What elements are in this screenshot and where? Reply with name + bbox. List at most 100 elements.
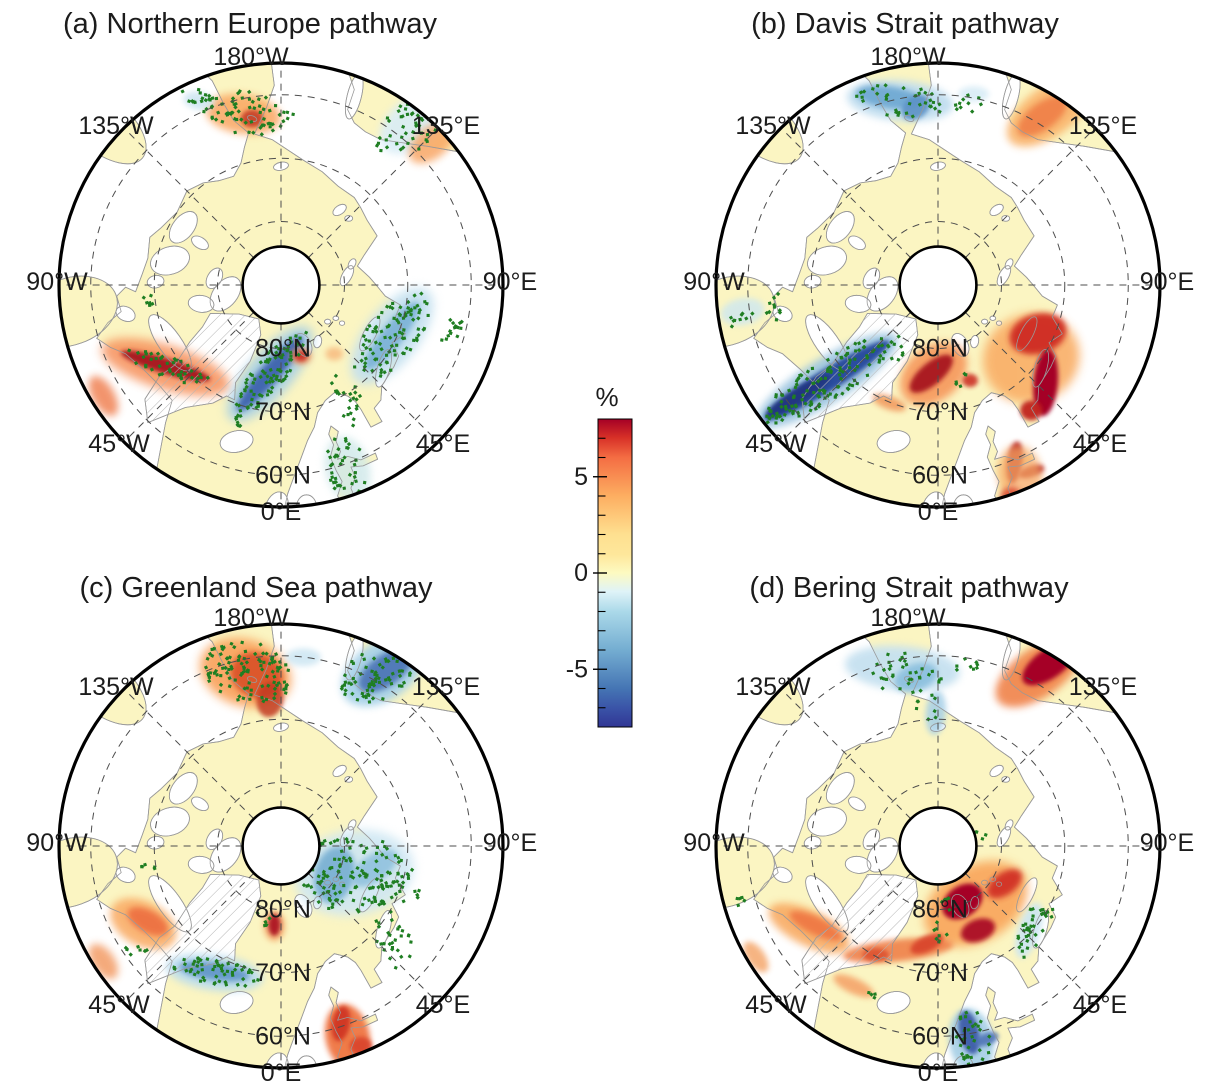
colorbar-tick-label: -5 — [566, 655, 588, 683]
island-wrangel — [273, 722, 289, 732]
meridian-label-45°W: 45°W — [88, 430, 150, 458]
stipple-dot — [845, 386, 850, 391]
meridian-line — [123, 688, 255, 820]
stipple-dot — [261, 699, 266, 704]
stipple-dot — [363, 361, 368, 366]
stipple-dot — [413, 306, 417, 310]
stipple-dot — [396, 320, 401, 325]
stipple-dot — [384, 353, 389, 357]
stipple-dot — [351, 676, 356, 681]
stipple-dot — [1024, 934, 1029, 939]
stipple-dot — [333, 891, 338, 896]
stipple-dot — [396, 927, 400, 931]
stipple-dot — [409, 867, 415, 872]
island-franz-josef-1 — [981, 318, 989, 325]
stipple-dot — [379, 878, 384, 883]
stipple-dot — [765, 420, 770, 425]
pole-hole — [241, 806, 321, 886]
stipple-dot — [365, 688, 370, 693]
stipple-dot — [187, 99, 191, 104]
latitude-label-60°N: 60°N — [255, 1022, 311, 1050]
stipple-dot — [226, 111, 231, 116]
stipple-dot — [270, 128, 276, 133]
stipple-dot — [167, 367, 172, 372]
stipple-dot — [879, 343, 885, 348]
stipple-dot — [220, 963, 225, 968]
stipple-dot — [252, 377, 257, 381]
stipple-dot — [902, 658, 908, 664]
stipple-dot — [834, 392, 839, 398]
stipple-dot — [396, 871, 400, 876]
stipple-dot — [876, 344, 881, 349]
stipple-dot — [909, 677, 914, 682]
stipple-dot — [392, 348, 397, 353]
stipple-dot — [268, 367, 273, 372]
stipple-dot — [321, 885, 327, 890]
stipple-dot — [914, 706, 919, 711]
stipple-dot — [978, 1019, 983, 1024]
stipple-dot — [250, 99, 255, 104]
greenland-hatch — [144, 313, 261, 423]
stipple-dot — [396, 108, 401, 114]
stipple-dot — [370, 688, 375, 693]
stipple-dot — [908, 671, 912, 675]
stipple-dot — [797, 414, 801, 418]
stipple-dot — [387, 335, 393, 340]
stipple-dot — [962, 1028, 967, 1033]
island-iceland — [876, 991, 911, 1014]
stipple-dot — [882, 349, 887, 355]
stipple-dot — [271, 373, 276, 378]
anomaly-blob — [958, 1010, 980, 1055]
stipple-dot — [368, 347, 373, 352]
stipple-dot — [865, 355, 870, 360]
pole-hole — [241, 245, 321, 325]
stipple-dot — [214, 974, 219, 979]
stipple-dot — [885, 343, 891, 348]
stipple-dot — [397, 669, 402, 673]
meridian-label-90°E: 90°E — [1140, 268, 1194, 296]
stipple-dot — [273, 104, 278, 108]
stipple-dot — [386, 118, 392, 124]
stipple-dot — [374, 919, 379, 924]
stipple-dot — [200, 968, 204, 972]
stipple-dot — [353, 885, 358, 890]
stipple-dot — [858, 90, 864, 95]
stipple-dot — [771, 295, 777, 300]
latitude-circle — [747, 94, 1129, 476]
stipple-dot — [240, 976, 246, 982]
stipple-dot — [862, 338, 867, 344]
stipple-dot — [348, 846, 352, 850]
stipple-dot — [242, 387, 247, 392]
stipple-dot — [383, 335, 387, 340]
stipple-dot — [339, 686, 345, 691]
anomaly-blob — [833, 974, 875, 998]
anomaly-blob — [1020, 400, 1043, 421]
stipple-dot — [274, 683, 280, 688]
stipple-dot — [251, 130, 256, 135]
stipple-dot — [247, 105, 252, 110]
stipple-dot — [305, 884, 309, 888]
stipple-dot — [270, 669, 275, 674]
stipple-dot — [333, 857, 337, 861]
meridian-label-45°E: 45°E — [1073, 430, 1127, 458]
stipple-dot — [248, 697, 252, 701]
meridian-label-45°W: 45°W — [88, 991, 150, 1019]
stipple-dot — [861, 89, 867, 94]
island-devon — [844, 294, 872, 313]
stipple-dot — [199, 99, 204, 104]
stipple-dot — [796, 376, 801, 381]
stipple-dot — [884, 677, 889, 681]
stipple-dot — [288, 368, 293, 373]
stipple-dot — [270, 385, 275, 390]
stipple-dot — [275, 665, 280, 670]
stipple-dot — [966, 1045, 971, 1050]
stipple-dot — [954, 106, 959, 112]
stipple-dot — [332, 486, 337, 491]
meridian-label-0°E: 0°E — [261, 498, 302, 526]
panel-a-title: (a) Northern Europe pathway — [63, 8, 437, 40]
stipple-dot — [384, 880, 389, 886]
stipple-dot — [1022, 955, 1026, 959]
stipple-dot — [384, 138, 388, 142]
stipple-dot — [973, 1022, 978, 1027]
stipple-dot — [836, 384, 841, 389]
